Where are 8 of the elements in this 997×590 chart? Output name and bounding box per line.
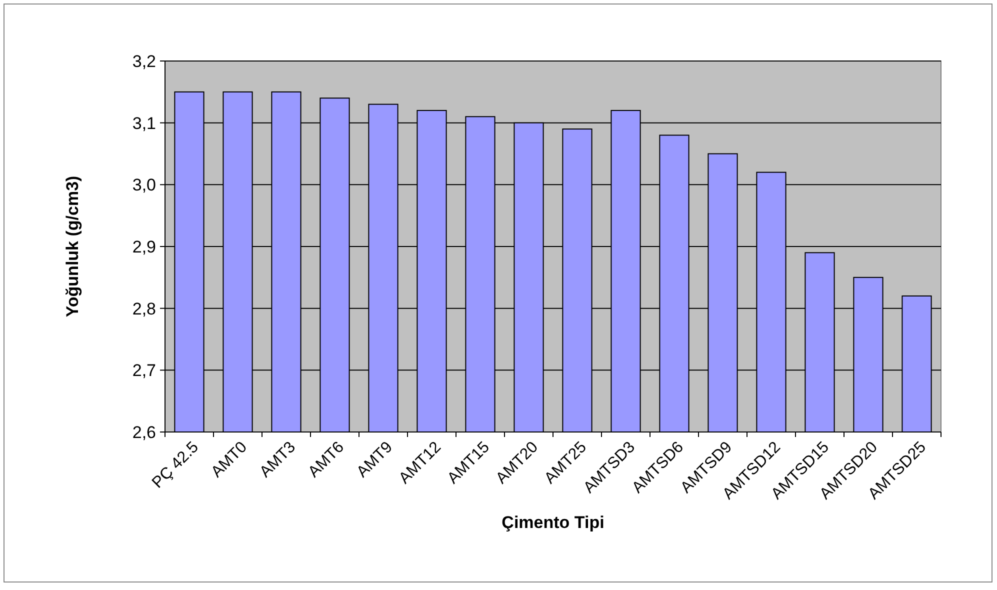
y-axis-title: Yoğunluk (g/cm3) xyxy=(63,176,82,318)
y-tick-label: 2,7 xyxy=(132,361,156,380)
y-tick-label: 3,0 xyxy=(132,176,156,195)
y-tick-label: 3,2 xyxy=(132,52,156,71)
y-tick-label: 3,1 xyxy=(132,114,156,133)
y-tick-label: 2,9 xyxy=(132,237,156,256)
y-tick-label: 2,8 xyxy=(132,299,156,318)
x-axis-title: Çimento Tipi xyxy=(502,513,604,532)
